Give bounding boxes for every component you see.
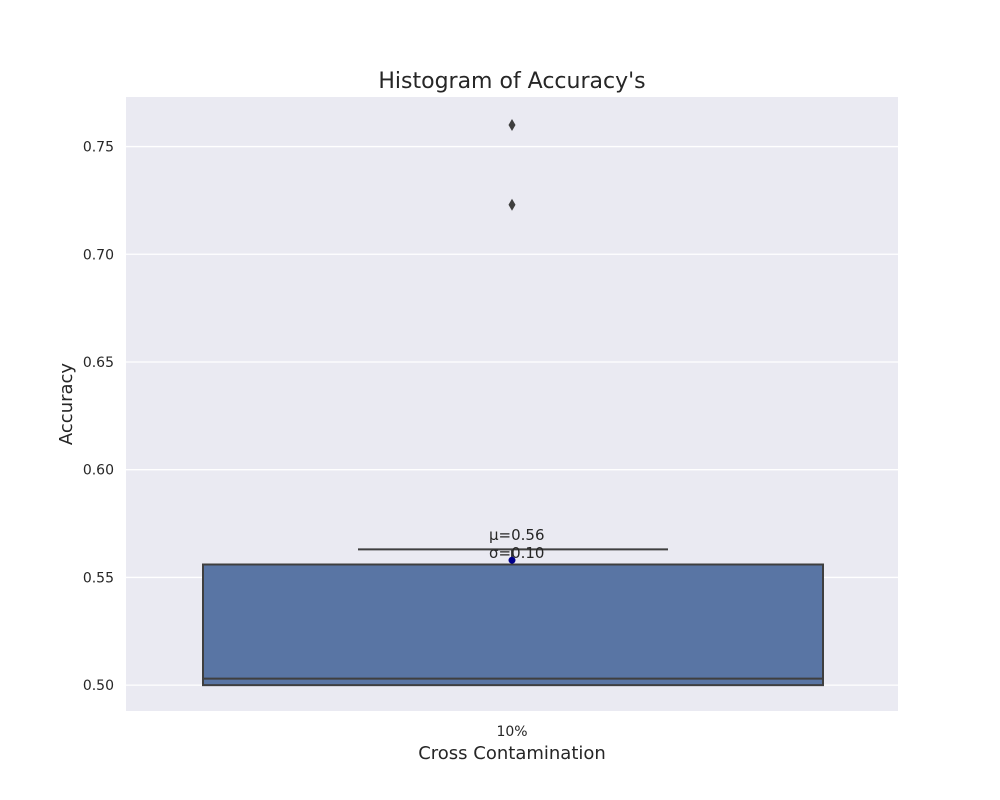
y-axis-ticks: 0.50 0.55 0.60 0.65 0.70 0.75 (83, 140, 114, 695)
x-axis-ticks: 10% (496, 724, 527, 740)
chart-title: Histogram of Accuracy's (378, 69, 645, 94)
x-axis-label: Cross Contamination (418, 743, 606, 764)
mean-marker (508, 556, 516, 564)
y-tick-label: 0.55 (83, 570, 114, 586)
x-tick-label: 10% (496, 724, 527, 740)
mean-annotation: μ=0.56 (489, 526, 545, 544)
y-axis-label: Accuracy (56, 363, 77, 446)
y-tick-label: 0.75 (83, 140, 114, 156)
y-tick-label: 0.70 (83, 247, 114, 263)
outlier-point (508, 119, 516, 132)
outlier-point (508, 198, 516, 211)
y-tick-label: 0.65 (83, 355, 114, 371)
y-tick-label: 0.60 (83, 463, 114, 479)
box (202, 563, 824, 687)
y-tick-label: 0.50 (83, 678, 114, 694)
box-marks (202, 119, 824, 687)
std-annotation: σ=0.10 (489, 544, 544, 562)
